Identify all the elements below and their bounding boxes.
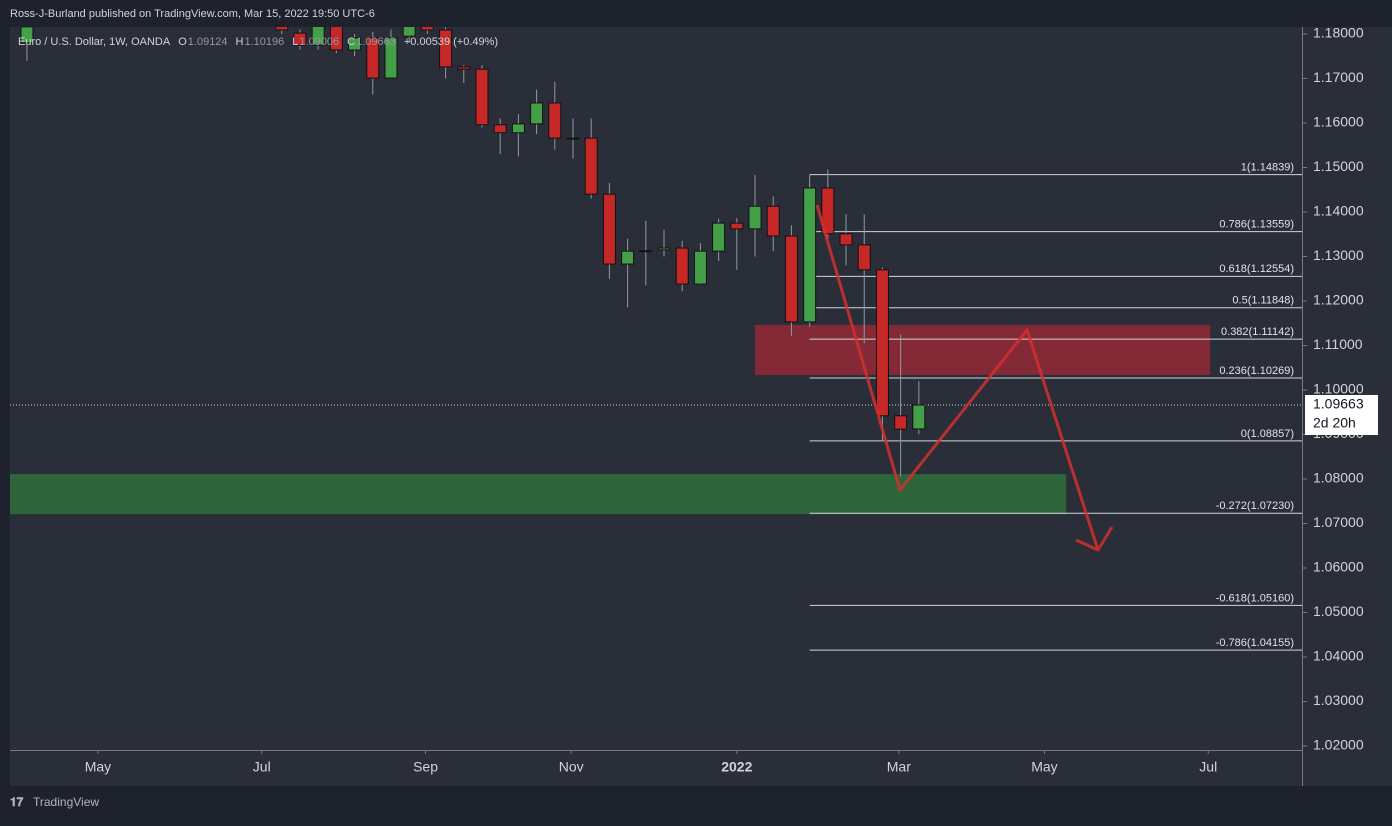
y-tick-label: 1.03000: [1313, 692, 1364, 708]
candle-body: [693, 250, 707, 285]
candle-body: [602, 193, 616, 265]
legend-text: L: [292, 36, 298, 48]
y-tick-label: 1.10000: [1313, 381, 1364, 397]
candle-body: [20, 27, 34, 44]
legend-text: 1.09124: [188, 36, 228, 48]
candle-body: [584, 137, 598, 195]
candle-body: [675, 247, 689, 285]
candle-body: [784, 235, 798, 323]
projection-arrow: [815, 204, 1100, 551]
y-tick-label: 1.18000: [1313, 25, 1364, 41]
x-tick-label: 2022: [721, 759, 752, 775]
y-tick-label: 1.02000: [1313, 737, 1364, 753]
fib-label: -0.272(1.07230): [1216, 500, 1294, 512]
x-tick-label: Nov: [559, 759, 584, 775]
candle-body: [821, 187, 835, 235]
x-tick-label: Jul: [253, 759, 271, 775]
y-tick-label: 1.12000: [1313, 292, 1364, 308]
x-tick-label: May: [85, 759, 111, 775]
legend-text: +0.00539 (+0.49%): [404, 36, 498, 48]
candle-body: [657, 247, 671, 251]
fib-label: 0.5(1.11848): [1232, 295, 1294, 307]
candle-body: [275, 27, 289, 31]
arrow-head: [1075, 526, 1114, 552]
candle-body: [875, 269, 889, 417]
fib-label: -0.618(1.05160): [1216, 592, 1294, 604]
zone: [755, 325, 1211, 375]
y-tick-label: 1.15000: [1313, 158, 1364, 174]
y-tick-label: 1.11000: [1313, 336, 1363, 352]
candle-body: [366, 37, 380, 79]
fib-label: 0.382(1.11142): [1221, 326, 1294, 338]
legend-text: O: [178, 36, 187, 48]
legend-text: H: [236, 36, 244, 48]
candle-body: [730, 222, 744, 230]
legend-text: Euro / U.S. Dollar, 1W, OANDA: [18, 36, 171, 48]
candle-body: [329, 27, 343, 51]
legend-text: 1.09006: [299, 36, 339, 48]
y-tick-label: 1.04000: [1313, 648, 1364, 664]
candle-body: [530, 102, 544, 125]
y-tick-label: 1.07000: [1313, 514, 1364, 530]
candle-body: [839, 233, 853, 246]
candle-body: [420, 27, 434, 31]
y-tick-label: 1.14000: [1313, 203, 1364, 219]
fib-label: -0.786(1.04155): [1216, 637, 1294, 649]
candle-body: [803, 187, 817, 323]
y-tick-label: 1.17000: [1313, 69, 1364, 85]
y-tick-label: 1.16000: [1313, 114, 1364, 130]
fib-label: 0.618(1.12554): [1219, 263, 1294, 275]
last-price-label: 1.09663: [1313, 396, 1364, 412]
fib-label: 1(1.14839): [1241, 162, 1294, 174]
footer-brand: TradingView: [33, 795, 99, 809]
legend-text: 1.10196: [245, 36, 285, 48]
brand-logo: 𝟏𝟕: [10, 795, 24, 809]
candle-body: [439, 29, 453, 68]
candle-body: [511, 123, 525, 134]
candle-body: [348, 37, 362, 51]
x-tick-label: May: [1031, 759, 1057, 775]
last-price-box: [1305, 394, 1378, 435]
plot-area: [10, 27, 1302, 750]
fib-label: 0(1.08857): [1241, 428, 1294, 440]
candle-body: [493, 124, 507, 134]
candle-body: [311, 27, 325, 46]
drawing: [815, 204, 1114, 552]
candle-body: [748, 205, 762, 230]
candle-body: [712, 222, 726, 252]
legend-text: 1.09663: [356, 36, 396, 48]
x-tick-label: Sep: [413, 759, 438, 775]
y-tick-label: 1.06000: [1313, 559, 1364, 575]
candle-body: [457, 66, 471, 70]
candle-body: [475, 68, 489, 126]
countdown: 2d 20h: [1313, 415, 1356, 431]
candle-body: [384, 37, 398, 79]
fib-label: 0.786(1.13559): [1219, 219, 1294, 231]
candle-body: [548, 102, 562, 139]
candle-body: [894, 415, 908, 430]
y-tick-label: 1.13000: [1313, 247, 1364, 263]
x-tick-label: Mar: [887, 759, 911, 775]
y-tick-label: 1.05000: [1313, 603, 1364, 619]
candle-body: [566, 137, 580, 140]
time-axis: [10, 751, 1302, 786]
zone: [10, 474, 1067, 515]
candle-body: [639, 250, 653, 253]
candle-body: [621, 250, 635, 265]
legend-text: C: [347, 36, 355, 48]
candle-body: [766, 205, 780, 237]
fib-label: 0.236(1.10269): [1219, 365, 1294, 377]
candle-body: [293, 32, 307, 46]
candle-body: [912, 404, 926, 430]
x-tick-label: Jul: [1199, 759, 1217, 775]
header: Ross-J-Burland published on TradingView.…: [10, 8, 375, 20]
candle-body: [402, 27, 416, 37]
candle-body: [857, 244, 871, 271]
y-tick-label: 1.08000: [1313, 470, 1364, 486]
